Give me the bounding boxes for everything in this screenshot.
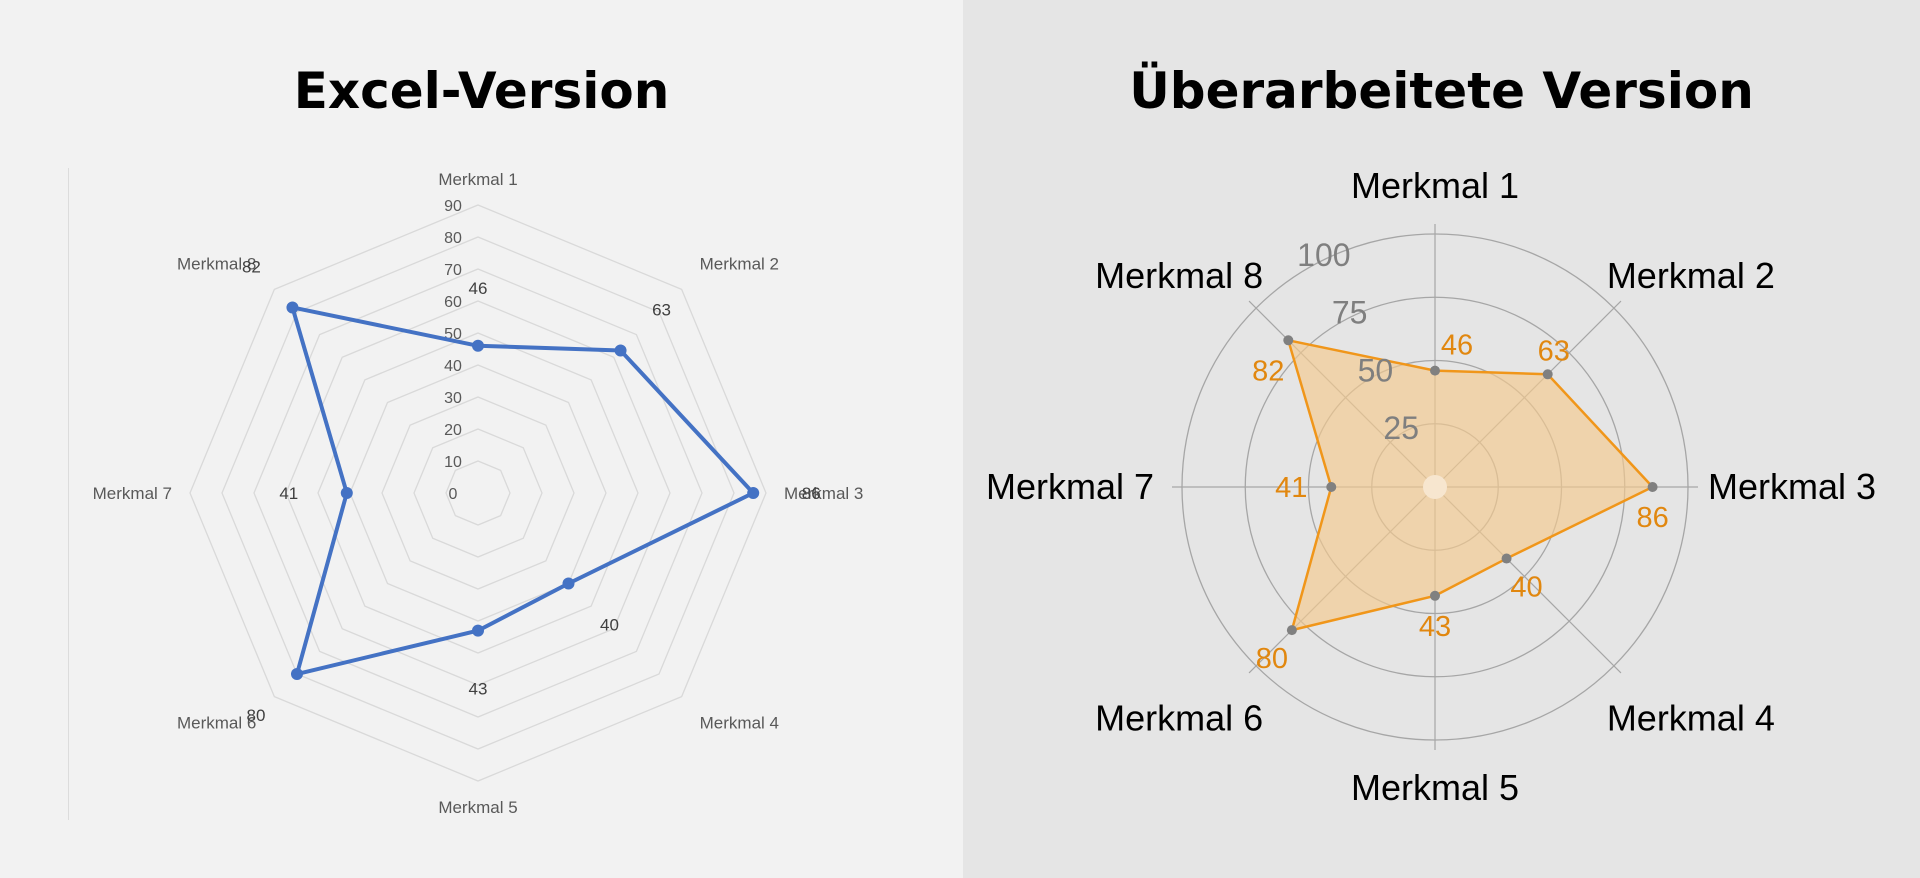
category-label: Merkmal 8 <box>1095 255 1263 296</box>
data-point <box>1647 482 1658 492</box>
revised-version-title: Überarbeitete Version <box>1129 62 1754 120</box>
data-point <box>747 487 760 499</box>
data-label: 80 <box>247 706 266 725</box>
category-label: Merkmal 7 <box>986 466 1154 507</box>
data-label: 46 <box>1441 330 1473 362</box>
grid-ring <box>285 300 671 686</box>
series-area <box>1287 339 1654 632</box>
data-label: 43 <box>1419 611 1451 643</box>
category-label: Merkmal 8 <box>177 254 256 273</box>
category-label: Merkmal 6 <box>177 714 256 733</box>
data-label: 63 <box>1538 335 1570 367</box>
category-label: Merkmal 2 <box>700 254 779 273</box>
r-tick-label: 25 <box>1383 410 1419 446</box>
data-point <box>1283 335 1294 346</box>
r-tick-label: 70 <box>444 262 462 279</box>
data-label: 40 <box>1510 572 1542 604</box>
r-tick-label: 80 <box>444 230 462 247</box>
data-label: 40 <box>600 616 619 635</box>
category-label: Merkmal 4 <box>1607 697 1775 738</box>
grid-ring <box>189 204 767 782</box>
data-point <box>286 301 299 314</box>
r-tick-label: 0 <box>449 486 458 503</box>
category-label: Merkmal 1 <box>1351 165 1519 206</box>
category-label: Merkmal 5 <box>438 798 517 817</box>
data-point <box>1430 365 1440 376</box>
data-point <box>1430 590 1440 601</box>
r-tick-label: 50 <box>1358 352 1394 388</box>
data-point <box>472 624 484 637</box>
data-point <box>562 577 575 590</box>
r-tick-label: 60 <box>444 294 462 311</box>
series-line <box>290 305 756 677</box>
data-point <box>1542 369 1553 380</box>
data-label: 63 <box>652 300 671 319</box>
revised-version-panel: Überarbeitete Version 25 50 75 100 46 63 86 40 4… <box>963 0 1920 878</box>
data-label: 41 <box>279 484 298 503</box>
grid-ring <box>317 332 639 654</box>
excel-version-panel: Excel-Version 0 10 20 30 40 50 60 70 80 90 Merkmal… <box>0 0 963 878</box>
data-label: 82 <box>242 257 261 276</box>
grid-ring <box>221 236 735 750</box>
data-label: 41 <box>1275 472 1307 504</box>
data-label: 43 <box>469 680 488 699</box>
data-point <box>472 339 484 352</box>
data-label: 86 <box>802 484 821 503</box>
r-tick-label: 40 <box>444 358 462 375</box>
data-point <box>1286 625 1297 636</box>
data-label: 86 <box>1636 502 1668 534</box>
category-label: Merkmal 6 <box>1095 697 1263 738</box>
r-tick-label: 30 <box>444 390 462 407</box>
grid-ring <box>253 268 703 718</box>
grid-ring <box>413 428 543 558</box>
r-tick-label: 75 <box>1332 295 1368 331</box>
category-label: Merkmal 1 <box>438 170 517 189</box>
grid-ring <box>349 364 607 622</box>
data-point <box>1326 482 1337 492</box>
category-label: Merkmal 2 <box>1607 255 1775 296</box>
data-point <box>290 668 303 681</box>
data-point <box>614 344 627 357</box>
grid-ring <box>381 396 575 590</box>
chart-frame-line <box>68 168 69 820</box>
grid-ring <box>445 460 511 526</box>
grid-circle <box>1181 233 1689 741</box>
category-label: Merkmal 3 <box>1708 466 1876 507</box>
revised-radar-chart: 25 50 75 100 46 63 86 40 43 80 41 82 Merkmal 1 Merkma… <box>986 165 1876 808</box>
category-label: Merkmal 5 <box>1351 767 1519 808</box>
r-tick-label: 20 <box>444 422 462 439</box>
category-label: Merkmal 3 <box>784 484 863 503</box>
data-label: 46 <box>469 279 488 298</box>
center-marker <box>1423 475 1447 499</box>
r-tick-label: 10 <box>444 454 462 471</box>
r-tick-label: 100 <box>1297 237 1350 273</box>
category-label: Merkmal 7 <box>93 484 172 503</box>
data-label: 80 <box>1256 643 1288 675</box>
category-label: Merkmal 4 <box>700 714 779 733</box>
data-point <box>1501 553 1512 564</box>
r-tick-label: 90 <box>444 198 462 215</box>
excel-version-title: Excel-Version <box>293 62 670 120</box>
data-label: 82 <box>1252 355 1284 387</box>
data-point <box>340 487 353 499</box>
